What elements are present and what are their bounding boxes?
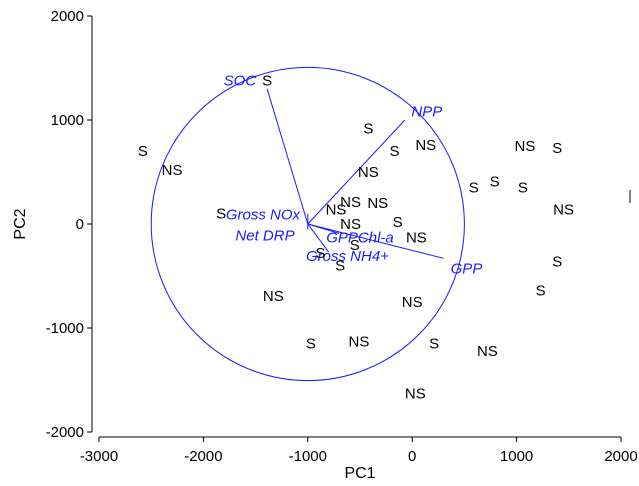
vector-npp xyxy=(307,119,406,225)
point-ns: NS xyxy=(515,138,536,155)
point-s: S xyxy=(363,120,373,137)
correlation-circle-group xyxy=(150,66,465,382)
y-tick-label: -1000 xyxy=(46,320,84,337)
vector-label-net-drp: Net DRP xyxy=(235,227,294,244)
x-tick-label: -3000 xyxy=(80,448,118,465)
point-ns: NS xyxy=(415,137,436,154)
vector-label-gross-nox: Gross NOx xyxy=(226,207,301,224)
point-s: S xyxy=(389,143,399,160)
point-ns: NS xyxy=(477,343,498,360)
point-s: S xyxy=(393,214,403,231)
point-ns: NS xyxy=(326,201,347,218)
axes: -2000 -1000 0 1000 2000 -3000 -2000 -1000 0 1000… xyxy=(12,8,638,482)
point-s: S xyxy=(552,140,562,157)
point-s: S xyxy=(335,258,345,275)
y-tick-label: -2000 xyxy=(46,424,84,441)
x-tick-label: 1000 xyxy=(500,448,533,465)
point-ns: NS xyxy=(349,334,370,351)
point-s: S xyxy=(138,143,148,160)
point-ns: NS xyxy=(162,162,183,179)
vector-gppchl-a xyxy=(307,223,340,234)
point-s: S xyxy=(315,245,325,262)
vector-label-npp: NPP xyxy=(411,104,442,121)
y-tick-label: 0 xyxy=(76,216,84,233)
point-s: S xyxy=(429,336,439,353)
x-tick-label: -1000 xyxy=(289,448,327,465)
point-ns: NS xyxy=(405,386,426,403)
point-ns: NS xyxy=(340,216,361,233)
point-ns: NS xyxy=(263,288,284,305)
point-s: S xyxy=(536,283,546,300)
vector-label-gppchl-a: GPPChl-a xyxy=(326,230,394,247)
vector-gross-nh4 xyxy=(307,223,330,253)
point-s: S xyxy=(518,180,528,197)
vector-label-gross-nh4: Gross NH4+ xyxy=(306,248,389,265)
point-s: S xyxy=(262,72,272,89)
point-s: S xyxy=(306,336,316,353)
point-s: S xyxy=(469,180,479,197)
y-tick-label: 2000 xyxy=(51,8,84,25)
point-s: S xyxy=(490,173,500,190)
point-ns: NS xyxy=(406,230,427,247)
x-ticks: -3000 -2000 -1000 0 1000 2000 xyxy=(80,437,638,465)
x-tick-label: 0 xyxy=(408,448,416,465)
point-s: S xyxy=(350,237,360,254)
vector-label-gpp: GPP xyxy=(451,261,483,278)
y-ticks: -2000 -1000 0 1000 2000 xyxy=(46,8,92,441)
point-ns: NS xyxy=(340,194,361,211)
point-ns: NS xyxy=(553,201,574,218)
correlation-circle xyxy=(150,66,465,382)
point-s: S xyxy=(552,253,562,270)
point-ns: NS xyxy=(367,195,388,212)
y-axis-title: PC2 xyxy=(12,208,29,239)
x-tick-label: 2000 xyxy=(604,448,637,465)
x-axis-title: PC1 xyxy=(344,465,375,482)
vector-gpp xyxy=(307,223,444,259)
point-ns: NS xyxy=(358,164,379,181)
point-ns: NS xyxy=(402,294,423,311)
vector-label-soc: SOC xyxy=(224,72,257,89)
point-s: S xyxy=(216,206,226,223)
vector-soc xyxy=(266,88,309,225)
x-tick-label: -2000 xyxy=(184,448,222,465)
y-tick-label: 1000 xyxy=(51,112,84,129)
